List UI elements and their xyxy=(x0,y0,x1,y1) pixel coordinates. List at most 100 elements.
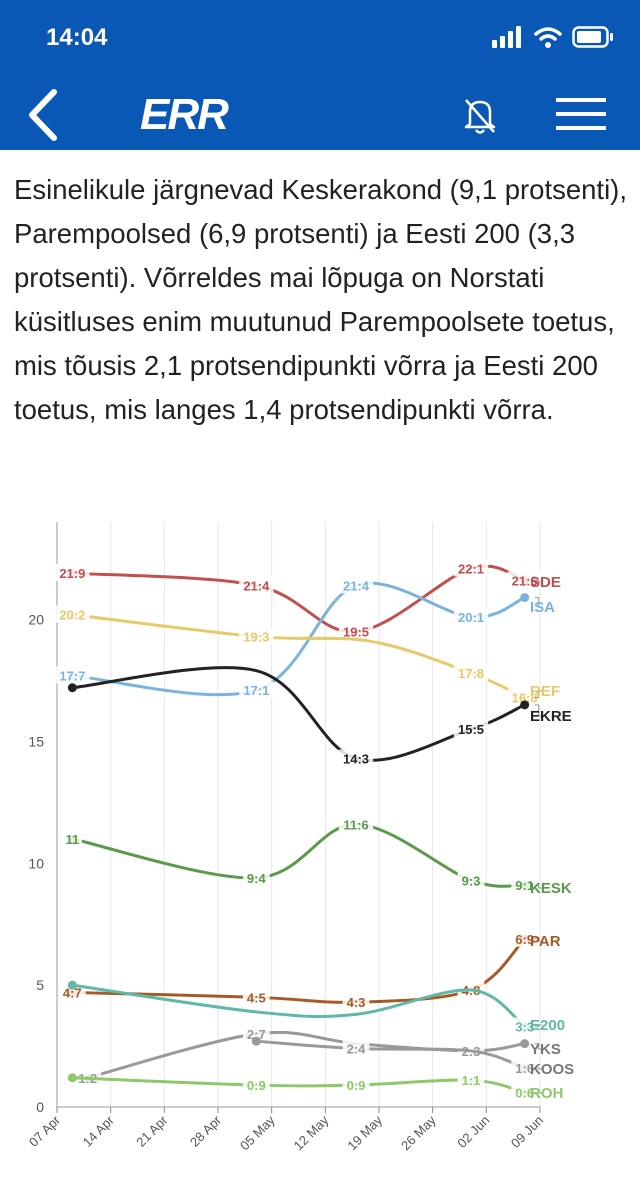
x-tick-label: 28 Apr xyxy=(187,1112,225,1150)
data-point xyxy=(67,980,77,990)
wifi-icon xyxy=(534,27,562,48)
data-label-bg xyxy=(511,876,539,894)
data-label: 21:9 xyxy=(59,566,85,581)
series-line-par xyxy=(70,937,527,1004)
data-label-bg xyxy=(342,993,370,1011)
legend-label-ekre: EKRE xyxy=(530,708,572,725)
data-label-bg xyxy=(511,1059,539,1076)
data-label: 15:5 xyxy=(458,722,484,737)
x-tick-label: 07 Apr xyxy=(26,1112,64,1150)
data-label: 2:4 xyxy=(347,1042,367,1057)
legend-label-kesk: KESK xyxy=(530,880,572,897)
data-label-bg xyxy=(457,1071,485,1089)
data-label: 14:3 xyxy=(343,751,369,766)
data-label-bg xyxy=(511,1017,539,1035)
data-label-bg xyxy=(58,983,86,1001)
data-point xyxy=(67,683,77,693)
data-label-bg xyxy=(511,929,539,947)
data-label-bg xyxy=(55,666,90,684)
x-tick-label: 05 May xyxy=(237,1112,278,1153)
data-label: 16:8 xyxy=(512,691,538,706)
legend-label-koos: KOOS xyxy=(530,1061,574,1078)
data-label-bg xyxy=(511,1083,539,1101)
data-label: 2:7 xyxy=(247,1027,266,1042)
data-label-bg xyxy=(453,559,489,577)
x-tick-label: 02 Jun xyxy=(454,1113,492,1151)
data-label: 9:3 xyxy=(462,873,481,888)
x-tick-label: 09 Jun xyxy=(508,1113,546,1151)
data-label-bg xyxy=(242,1076,270,1094)
data-label: 1:1 xyxy=(462,1073,481,1088)
err-logo[interactable]: ERR xyxy=(140,90,229,139)
data-label: 4:5 xyxy=(247,990,266,1005)
signal-icon xyxy=(492,26,521,48)
y-tick-label: 5 xyxy=(36,977,44,993)
status-time: 14:04 xyxy=(46,24,108,51)
legend-leader xyxy=(534,884,543,889)
data-label-bg xyxy=(338,622,374,640)
legend-label-par: PAR xyxy=(530,933,561,950)
data-label-bg xyxy=(338,815,374,833)
data-label-bg xyxy=(453,720,489,738)
legend-label-sde: SDE xyxy=(530,574,561,591)
legend-leader xyxy=(534,1067,543,1070)
series-line-koos xyxy=(254,1039,527,1070)
series-line-e200 xyxy=(70,983,527,1029)
menu-icon[interactable] xyxy=(556,94,608,136)
data-label: 9:4 xyxy=(247,871,267,886)
data-label: 0:6 xyxy=(515,1085,534,1100)
data-label: 19:5 xyxy=(343,625,369,640)
series-line-roh xyxy=(70,1076,527,1094)
data-label: 0:9 xyxy=(247,1078,266,1093)
legend-leader xyxy=(534,704,543,717)
battery-icon xyxy=(572,26,613,48)
data-label: 6:9 xyxy=(515,932,534,947)
poll-line-chart: 07 Apr 14 Apr 21 Apr 28 Apr 05 May 12 May 19 M… xyxy=(26,522,574,1153)
data-label: 17:1 xyxy=(243,683,269,698)
data-label: 4:3 xyxy=(347,995,366,1010)
data-label: 0:9 xyxy=(347,1078,366,1093)
legend-label-e200: E200 xyxy=(530,1017,565,1034)
legend-leader xyxy=(534,1024,543,1028)
legend-leader xyxy=(534,597,543,608)
back-arrow-icon[interactable] xyxy=(24,86,64,144)
legend-label-roh: ROH xyxy=(530,1085,563,1102)
data-point xyxy=(251,1036,261,1046)
data-label-bg xyxy=(507,688,542,706)
data-point xyxy=(67,1073,77,1083)
legend-leader xyxy=(534,1091,543,1094)
data-label-bg xyxy=(457,871,485,889)
x-tick-label: 26 May xyxy=(398,1112,439,1153)
data-label: 11 xyxy=(65,832,79,847)
data-label-bg xyxy=(242,868,270,886)
notifications-off-icon[interactable] xyxy=(460,94,500,136)
y-tick-label: 0 xyxy=(36,1099,44,1115)
x-tick-label: 12 May xyxy=(291,1112,332,1153)
data-point xyxy=(520,1039,530,1049)
data-label-bg xyxy=(342,1076,370,1094)
data-label-bg xyxy=(342,1039,370,1057)
legend-leader xyxy=(534,1043,543,1050)
x-tick-label: 21 Apr xyxy=(133,1112,171,1150)
legend-leader xyxy=(534,580,543,583)
data-label-bg xyxy=(453,664,489,682)
data-label-bg xyxy=(453,608,489,626)
data-label-bg xyxy=(338,576,374,594)
data-label-bg xyxy=(338,749,374,767)
data-label-bg xyxy=(242,988,270,1006)
data-label-bg xyxy=(239,681,274,699)
data-label: 9:1 xyxy=(515,878,534,893)
legend-label-yks: YKS xyxy=(530,1041,561,1058)
series-line-ekre xyxy=(70,666,527,762)
data-label: 21:4 xyxy=(243,578,270,593)
status-icons xyxy=(492,26,614,48)
data-label: 22:1 xyxy=(458,561,484,576)
legend-leader xyxy=(534,690,543,698)
data-label-bg xyxy=(239,627,274,645)
data-label: 17:8 xyxy=(458,666,484,681)
data-label: 3:3 xyxy=(515,1020,534,1035)
series-line-kesk xyxy=(70,822,527,888)
nav-bar: ERR xyxy=(0,80,640,150)
data-label: 11:6 xyxy=(343,817,368,832)
x-tick-label: 19 May xyxy=(344,1112,385,1153)
